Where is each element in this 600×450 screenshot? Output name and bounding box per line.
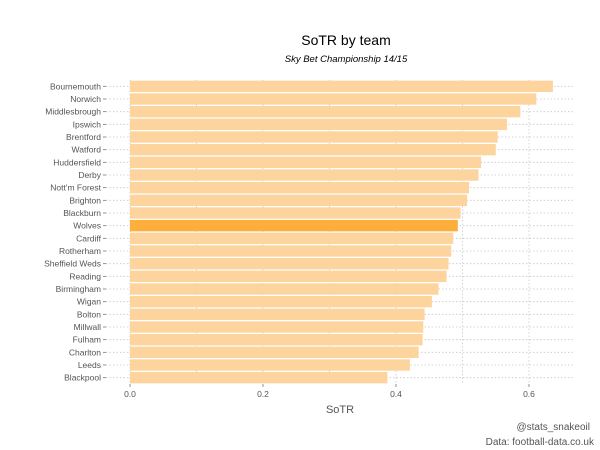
bar-bolton [130, 308, 425, 321]
bar-leeds [130, 359, 410, 371]
bar-fulham [130, 333, 423, 346]
bars [130, 80, 553, 384]
bar-wolves [130, 219, 458, 232]
y-tick-label: Sheffield Weds [44, 259, 101, 269]
source-credit: Data: football-data.co.uk [486, 437, 595, 448]
y-tick-label: Cardiff [76, 233, 102, 243]
author-credit: @stats_snakeoil [516, 422, 590, 433]
bar-brentford [130, 131, 498, 143]
y-tick-label: Middlesbrough [45, 107, 101, 117]
x-tick-label: 0.0 [124, 389, 136, 399]
y-tick-label: Derby [78, 170, 101, 180]
y-tick-label: Watford [72, 145, 102, 155]
y-tick-label: Blackburn [63, 208, 101, 218]
bar-huddersfield [130, 156, 482, 169]
y-tick-label: Norwich [70, 94, 101, 104]
x-tick-label: 0.6 [523, 389, 535, 399]
bar-nott-m-forest [130, 181, 470, 194]
bar-middlesbrough [130, 105, 521, 118]
y-tick-label: Charlton [69, 347, 101, 357]
y-tick-label: Bolton [77, 309, 101, 319]
bar-blackpool [130, 371, 388, 384]
y-tick-label: Huddersfield [53, 157, 101, 167]
y-tick-label: Brighton [69, 195, 101, 205]
bar-norwich [130, 93, 537, 105]
x-axis-label: SoTR [326, 404, 354, 416]
bar-blackburn [130, 207, 461, 219]
y-tick-label: Wigan [77, 297, 101, 307]
y-tick-labels: Bournemouth Norwich Middlesbrough Ipswich Br… [44, 81, 106, 383]
y-tick-label: Millwall [74, 322, 102, 332]
bar-brighton [130, 194, 468, 207]
y-tick-label: Wolves [73, 221, 101, 231]
bar-derby [130, 169, 479, 181]
x-tick-label: 0.2 [257, 389, 269, 399]
bar-cardiff [130, 232, 454, 245]
bar-sheffield-weds [130, 257, 449, 270]
chart-title: SoTR by team [301, 32, 390, 48]
y-tick-label: Fulham [73, 335, 101, 345]
y-tick-label: Ipswich [73, 119, 102, 129]
bar-watford [130, 143, 496, 156]
bar-reading [130, 270, 447, 283]
chart-subtitle: Sky Bet Championship 14/15 [285, 54, 408, 65]
x-tick-labels: 0.0 0.2 0.4 0.6 [124, 384, 535, 399]
y-tick-label: Brentford [66, 132, 101, 142]
bar-wigan [130, 295, 432, 308]
bar-charlton [130, 346, 419, 359]
y-tick-label: Nott'm Forest [50, 183, 101, 193]
bar-bournemouth [130, 80, 553, 93]
y-tick-label: Reading [69, 271, 101, 281]
bar-millwall [130, 321, 424, 333]
bar-rotherham [130, 245, 452, 257]
bar-birmingham [130, 283, 439, 295]
y-tick-label: Birmingham [56, 284, 101, 294]
y-tick-label: Leeds [78, 360, 101, 370]
y-tick-label: Blackpool [64, 373, 101, 383]
x-tick-label: 0.4 [390, 389, 402, 399]
y-tick-label: Bournemouth [50, 81, 101, 91]
y-tick-label: Rotherham [59, 246, 101, 256]
bar-ipswich [130, 118, 508, 131]
